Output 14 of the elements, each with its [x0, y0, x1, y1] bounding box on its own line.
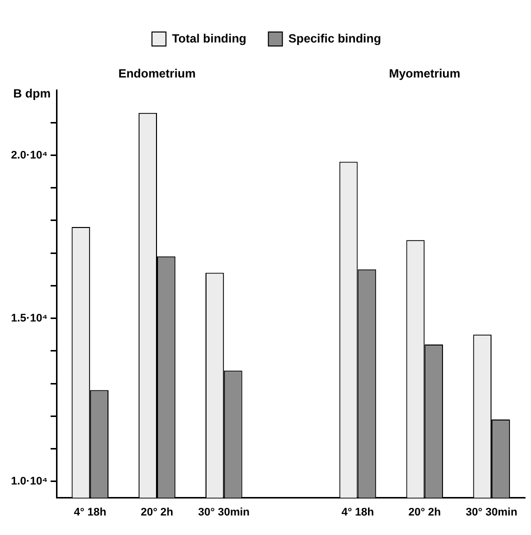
x-tick-label: 30° 30min [198, 506, 250, 518]
x-tick-label: 4° 18h [74, 506, 107, 518]
y-axis-title: B dpm [13, 86, 51, 100]
y-tick-label: 1.0·10⁴ [10, 476, 48, 488]
y-tick-label: 2.0·10⁴ [10, 149, 48, 162]
legend-label: Specific binding [288, 31, 382, 46]
text: Myometrium [388, 66, 460, 80]
legend-label: Total binding [172, 31, 246, 46]
x-tick-label: 20° 2h [140, 506, 174, 518]
x-tick-label: 20° 2h [408, 506, 442, 518]
text: Endometrium [118, 66, 196, 80]
y-tick-label: 1.5·10⁴ [10, 312, 48, 324]
x-tick-label: 30° 30min [466, 506, 518, 518]
x-tick-label: 4° 18h [341, 506, 374, 518]
